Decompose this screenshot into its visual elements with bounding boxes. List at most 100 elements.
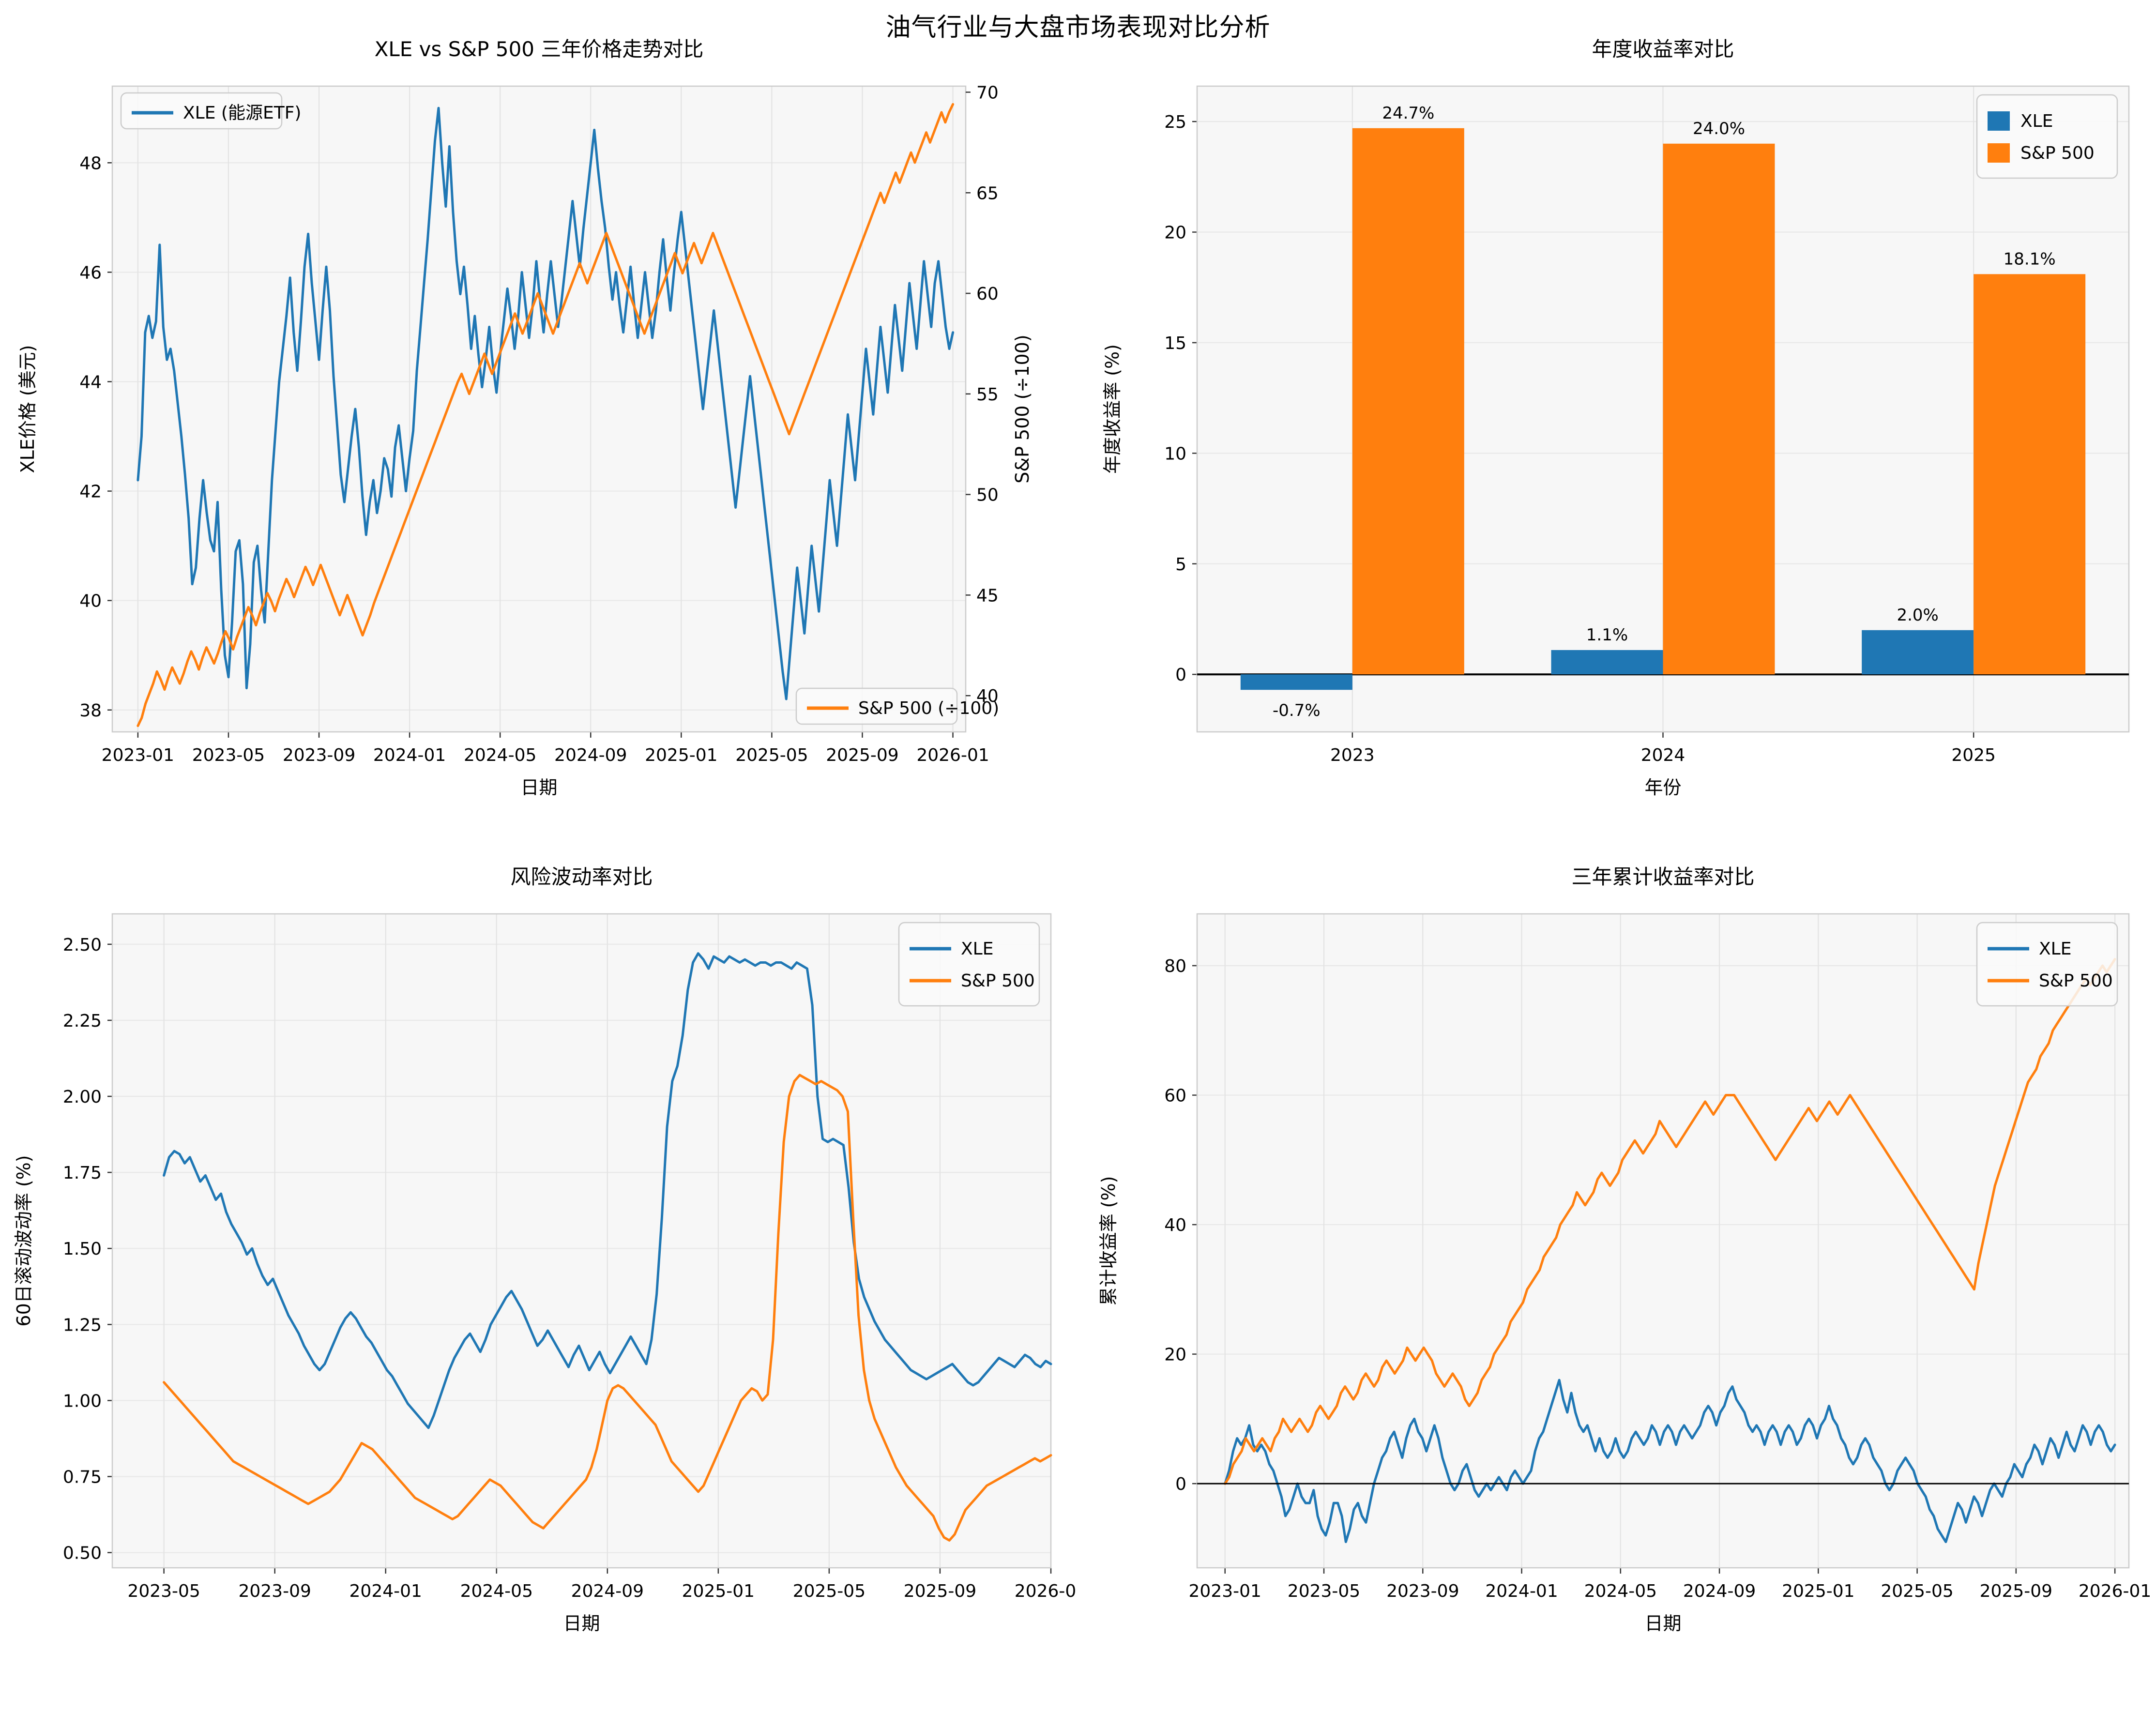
x-tick-label: 2025-09	[904, 1581, 976, 1601]
x-tick-label: 2023-05	[1288, 1581, 1360, 1601]
x-tick-label: 2023-05	[127, 1581, 200, 1601]
x-tick-label: 2025-05	[793, 1581, 865, 1601]
y-tick-label: 1.25	[63, 1315, 102, 1335]
y-tick-label: 60	[1164, 1086, 1186, 1106]
y-axis-label: XLE价格 (美元)	[17, 345, 38, 473]
y2-tick-label: 65	[976, 183, 999, 203]
bar-s-p-500-2023	[1352, 128, 1464, 675]
x-axis-label: 日期	[520, 777, 557, 798]
chart-volatility: 风险波动率对比 0.50 0.75 1.00 1.25 1.50 1.75 2.00 2.25 2…	[13, 865, 1078, 1634]
x-tick-label: 2025-01	[645, 745, 717, 765]
x-tick-label: 2023-05	[192, 745, 265, 765]
legend-swatch	[1988, 143, 2010, 163]
panel-volatility: 风险波动率对比 0.50 0.75 1.00 1.25 1.50 1.75 2.00 2.25 2…	[0, 857, 1078, 1713]
line-s-p-500	[163, 1074, 1052, 1542]
legend-label: S&P 500	[2039, 971, 2113, 991]
legend-label: S&P 500 (÷100)	[858, 698, 999, 718]
bar-value-label: -0.7%	[1273, 701, 1321, 720]
x-tick-label: 2026-01	[916, 745, 989, 765]
y-tick-label: 5	[1175, 555, 1186, 575]
x-tick-label: 2025-01	[682, 1581, 755, 1601]
x-tick-label: 2023-09	[238, 1581, 311, 1601]
y2-tick-label: 55	[976, 385, 999, 405]
x-tick-label: 2024-05	[464, 745, 536, 765]
x-tick-label: 2023	[1330, 745, 1375, 765]
plot-area	[112, 914, 1051, 1568]
y2-tick-label: 45	[976, 586, 999, 606]
y-tick-label: 1.00	[63, 1391, 102, 1411]
axes-spine	[111, 85, 967, 733]
axes-spine	[1196, 913, 2130, 1569]
x-tick-label: 2026-01	[1015, 1581, 1078, 1601]
legend-volatility[interactable]: XLE S&P 500	[898, 922, 1040, 1007]
chart-title: XLE vs S&P 500 三年价格走势对比	[375, 37, 704, 61]
y-tick-label: 2.25	[63, 1011, 102, 1031]
y2-axis-label: S&P 500 (÷100)	[1012, 334, 1033, 483]
y-tick-label: 1.50	[63, 1239, 102, 1259]
x-axis-label: 日期	[1644, 1613, 1681, 1634]
legend-label: XLE	[2020, 111, 2053, 131]
x-tick-label: 2025	[1951, 745, 1996, 765]
bar-value-label: 24.7%	[1382, 104, 1434, 123]
y-tick-label: 40	[79, 591, 102, 611]
x-tick-label: 2025-01	[1782, 1581, 1854, 1601]
y-tick-label: 44	[79, 372, 102, 392]
x-tick-label: 2023-01	[102, 745, 174, 765]
legend-background	[795, 687, 958, 725]
legend-cumulative-returns[interactable]: XLE S&P 500	[1976, 922, 2118, 1007]
bar-xle-2024	[1551, 650, 1663, 675]
y2-tick-label: 60	[976, 284, 999, 304]
x-tick-label: 2024-09	[571, 1581, 644, 1601]
x-axis-label: 日期	[563, 1613, 600, 1634]
line-xle	[1224, 1379, 2116, 1543]
line-s-p-500-100-	[137, 103, 955, 727]
x-tick-label: 2024-05	[1584, 1581, 1657, 1601]
y-tick-label: 0	[1175, 665, 1186, 685]
chart-title: 风险波动率对比	[510, 865, 653, 889]
legend-label: XLE	[2039, 939, 2071, 959]
figure-suptitle: 油气行业与大盘市场表现对比分析	[885, 13, 1271, 42]
bar-value-label: 18.1%	[2004, 249, 2056, 269]
y-tick-label: 80	[1164, 956, 1186, 976]
legend-annual-returns[interactable]: XLE S&P 500	[1976, 94, 2118, 179]
y-tick-label: 0.75	[63, 1467, 102, 1487]
legend-price-trend-1[interactable]: S&P 500 (÷100)	[795, 687, 999, 725]
y-tick-label: 20	[1164, 1345, 1186, 1365]
legend-swatch	[1988, 111, 2010, 131]
plot-area	[1197, 914, 2129, 1568]
y-tick-label: 25	[1164, 112, 1186, 132]
y-tick-label: 38	[79, 701, 102, 721]
plot-area	[112, 86, 966, 732]
y2-tick-label: 50	[976, 485, 999, 505]
axes-spine	[1196, 85, 2130, 733]
chart-title: 三年累计收益率对比	[1571, 865, 1754, 889]
x-tick-label: 2025-05	[1881, 1581, 1953, 1601]
x-tick-label: 2025-09	[826, 745, 898, 765]
x-tick-label: 2023-01	[1189, 1581, 1261, 1601]
panel-annual-returns: 年度收益率对比 0 5 10 15 20 25 2023 2024 2025 -0.7% 1.1% 2.…	[1078, 29, 2156, 857]
line-xle	[163, 952, 1052, 1429]
y-tick-label: 0.50	[63, 1544, 102, 1563]
x-tick-label: 2024-01	[349, 1581, 422, 1601]
bar-s-p-500-2025	[1974, 274, 2086, 675]
legend-background	[1976, 922, 2118, 1007]
legend-price-trend-0[interactable]: XLE (能源ETF)	[120, 92, 301, 130]
axes-spine	[111, 913, 1052, 1569]
bar-value-label: 24.0%	[1693, 119, 1745, 138]
legend-background	[120, 92, 283, 130]
y-axis-label: 60日滚动波动率 (%)	[13, 1155, 34, 1326]
bar-s-p-500-2024	[1663, 143, 1775, 675]
chart-title: 年度收益率对比	[1592, 37, 1734, 61]
y-tick-label: 2.00	[63, 1087, 102, 1107]
y-tick-label: 15	[1164, 334, 1186, 353]
panel-cumulative-returns: 三年累计收益率对比 0 20 40 60 80 2023-01 2023-05 2023-09 2…	[1078, 857, 2156, 1713]
y-axis-label: 年度收益率 (%)	[1102, 344, 1123, 474]
legend-label: S&P 500	[961, 971, 1035, 991]
y-tick-label: 20	[1164, 223, 1186, 243]
y-axis-label: 累计收益率 (%)	[1098, 1176, 1119, 1306]
y-tick-label: 2.50	[63, 935, 102, 955]
x-tick-label: 2024-01	[373, 745, 446, 765]
bar-value-label: 2.0%	[1897, 606, 1938, 625]
